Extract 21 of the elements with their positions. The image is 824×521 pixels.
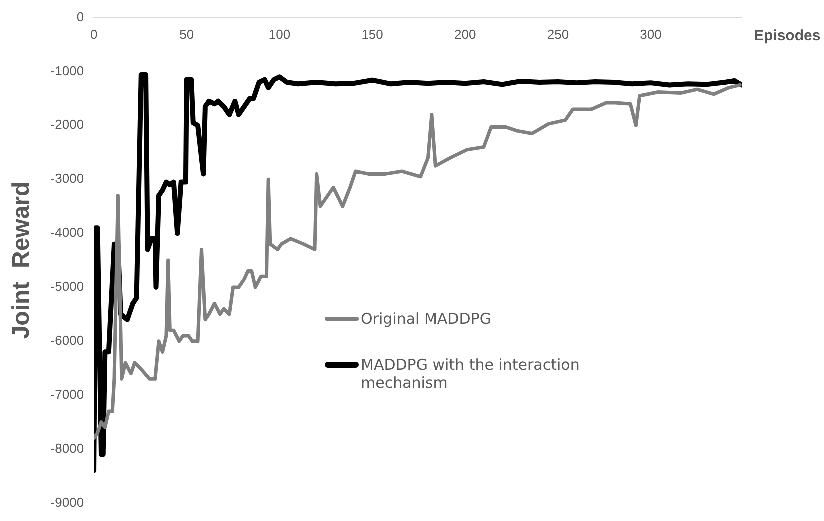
y-tick-label: -9000	[50, 494, 84, 510]
x-tick-label: 300	[640, 26, 662, 42]
y-axis-title: Joint Reward	[8, 182, 36, 340]
y-tick-label: -4000	[50, 225, 84, 240]
y-tick-label: -7000	[50, 386, 84, 402]
y-tick-label: -5000	[50, 279, 84, 294]
x-axis-title: Episodes	[754, 27, 821, 44]
y-tick-label: -6000	[50, 332, 84, 348]
x-tick-label: 0	[90, 26, 98, 42]
y-tick-label: -1000	[50, 63, 84, 78]
legend-label: MADDPG with the interaction mechanism	[361, 356, 581, 392]
x-tick-label: 250	[547, 26, 570, 42]
y-tick-label: 0	[76, 9, 84, 24]
x-tick-label: 50	[180, 26, 194, 42]
x-tick-label: 200	[454, 26, 476, 42]
x-tick-label: 100	[268, 26, 291, 42]
y-tick-label: -2000	[50, 117, 84, 132]
x-tick-label: 150	[362, 26, 384, 42]
legend-label: Original MADDPG	[361, 310, 492, 328]
y-tick-label: -8000	[50, 440, 84, 456]
y-tick-label: -3000	[50, 171, 84, 186]
